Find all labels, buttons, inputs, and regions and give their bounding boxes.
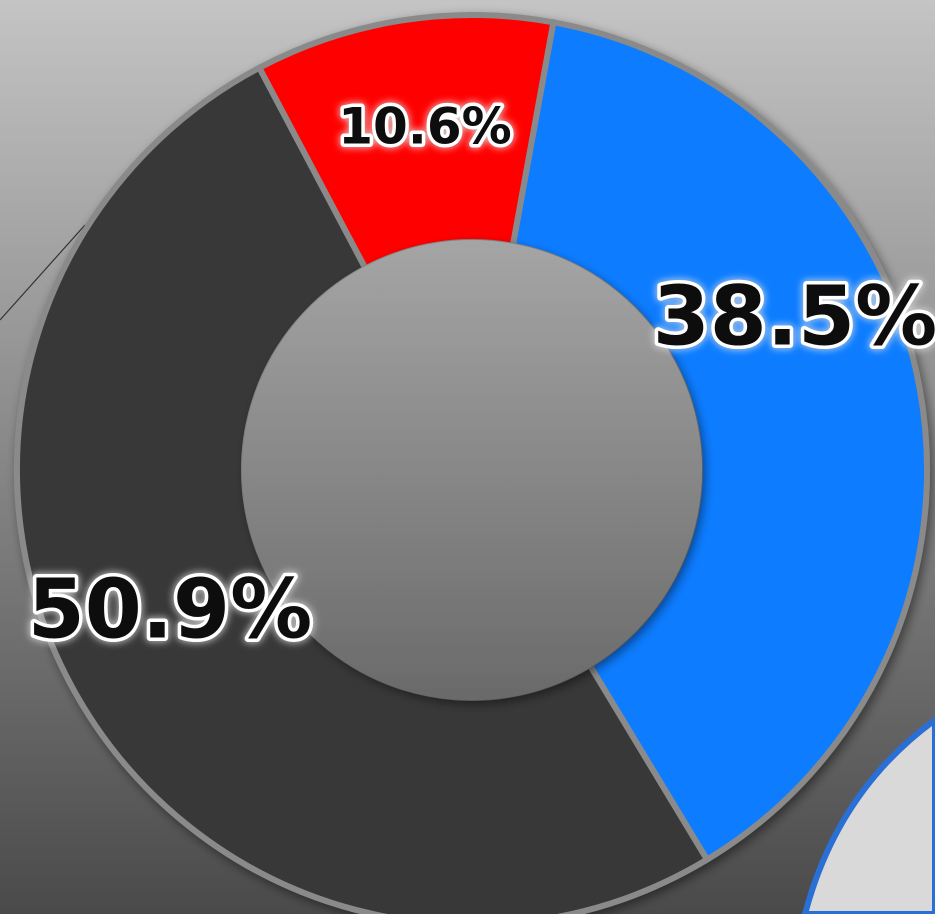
decor-line xyxy=(0,224,86,321)
donut-hole xyxy=(242,240,702,700)
data-label: 10.6% xyxy=(338,98,511,156)
data-label: 50.9% xyxy=(28,562,312,657)
data-label: 38.5% xyxy=(653,269,935,364)
photo-corner xyxy=(801,716,935,914)
donut xyxy=(14,12,930,914)
labels: 38.5% 50.9% 10.6% xyxy=(24,94,935,661)
